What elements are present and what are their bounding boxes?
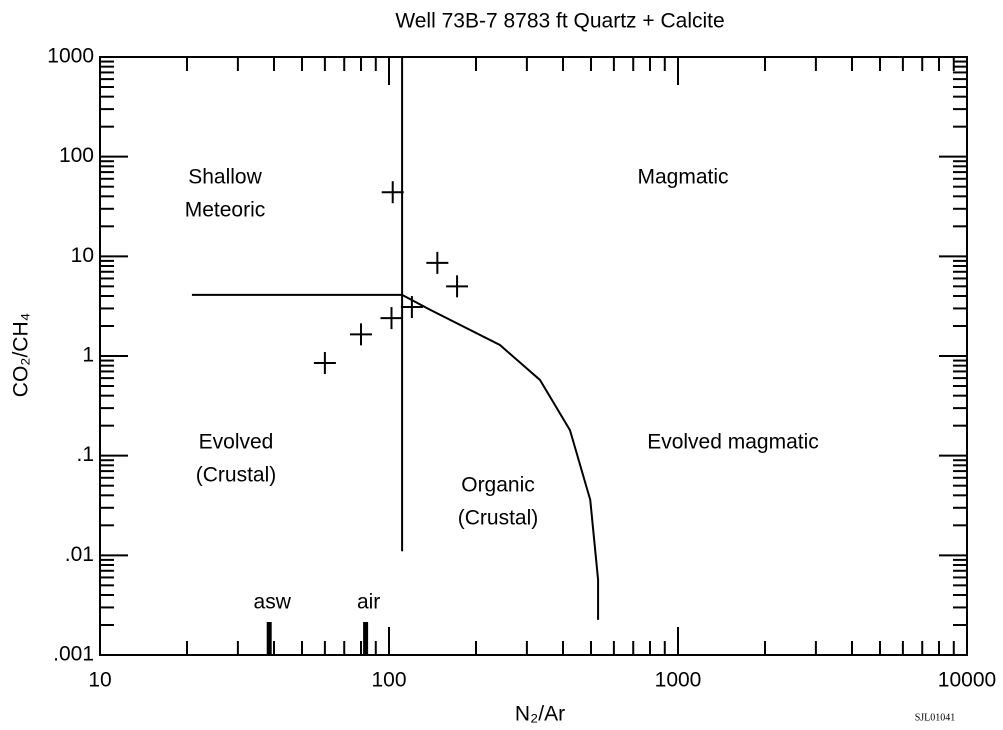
x-tick-label: 10000 (938, 669, 996, 692)
x-tick-label: 100 (371, 669, 406, 692)
y-tick-label: .001 (53, 643, 94, 666)
plot-frame (99, 56, 968, 656)
chart-title: Well 73B-7 8783 ft Quartz + Calcite (395, 10, 724, 33)
region-label: Evolved (199, 431, 274, 454)
y-tick-label: .01 (65, 543, 94, 566)
y-tick-label: 100 (59, 144, 94, 167)
marker-label: asw (254, 591, 292, 614)
region-label: Meteoric (185, 199, 266, 222)
point (446, 275, 469, 298)
y-tick-label: 10 (71, 244, 94, 267)
marker-label: air (357, 591, 380, 614)
region-label: (Crustal) (458, 507, 539, 530)
point (381, 181, 404, 204)
x-tick-label: 1000 (655, 669, 702, 692)
x-tick-label: 10 (88, 669, 111, 692)
point (349, 323, 372, 346)
y-axis-label: CO₂/CH₄ (10, 313, 33, 397)
y-tick-label: 1000 (47, 45, 94, 68)
x-axis-label: N₂/Ar (515, 703, 565, 726)
point (426, 251, 449, 274)
region-label: (Crustal) (196, 464, 277, 487)
y-tick-label: .1 (76, 443, 94, 466)
point (400, 296, 423, 319)
point (380, 307, 403, 330)
region-label: Organic (461, 474, 535, 497)
footnote: SJL01041 (915, 712, 956, 723)
point (313, 352, 336, 375)
y-tick-label: 1 (82, 344, 94, 367)
region-label: Shallow (188, 166, 262, 189)
region-label: Evolved magmatic (647, 431, 819, 454)
boundary-line (401, 294, 600, 620)
region-label: Magmatic (637, 166, 728, 189)
